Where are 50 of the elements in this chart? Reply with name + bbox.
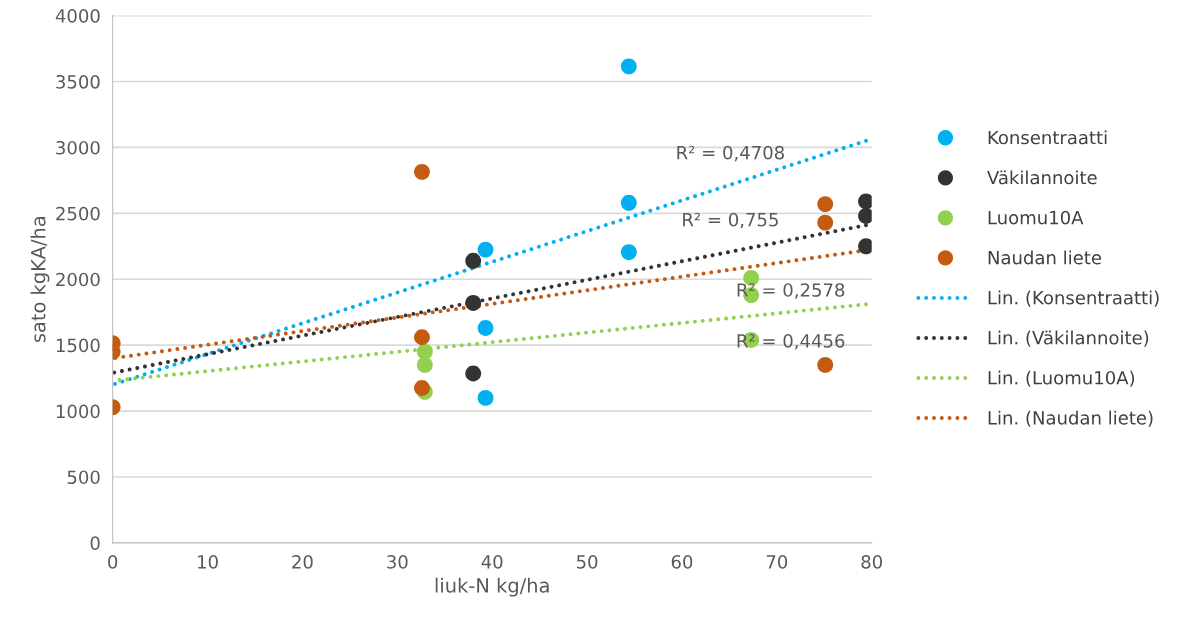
y-tick-label: 500 (67, 470, 100, 485)
legend-label: Lin. (Luomu10A) (988, 370, 1135, 387)
y-tick-label: 1000 (56, 404, 100, 419)
legend-label: Lin. (Naudan liete) (988, 410, 1153, 427)
x-tick-label: 30 (387, 555, 408, 569)
point (817, 357, 834, 373)
y-tick-label: 3000 (56, 140, 100, 155)
legend-label: Naudan liete (988, 250, 1102, 265)
point (858, 238, 872, 255)
legend-label: Konsentraatti (988, 130, 1107, 145)
y-tick-label: 4000 (55, 9, 100, 23)
x-tick-label: 40 (481, 555, 503, 569)
y-tick-label: 2000 (56, 272, 100, 287)
x-tick-label: 10 (198, 555, 218, 569)
point (414, 380, 430, 396)
legend-label: Lin. (Konsentraatti) (988, 290, 1159, 307)
x-tick-label: 50 (576, 555, 598, 569)
legend-label: Luomu10A (988, 210, 1084, 225)
annotation: R² = 0,755 (683, 212, 778, 229)
point (620, 194, 637, 211)
point (414, 329, 430, 346)
x-tick-label: 80 (861, 555, 882, 569)
legend-label: Väkilannoite (987, 170, 1097, 185)
legend-label: Lin. (Väkilannoite) (988, 330, 1149, 347)
x-tick-label: 70 (766, 555, 788, 569)
annotation: R² = 0,4708 (677, 145, 784, 162)
point (477, 389, 494, 406)
point (477, 320, 494, 336)
x-axis-title: liuk-N kg/ha (435, 577, 549, 597)
y-axis-title: sato kgKA/ha (30, 217, 50, 343)
y-tick-label: 1500 (56, 338, 100, 353)
annotation: R² = 0,2578 (737, 283, 845, 299)
y-tick-label: 2500 (56, 206, 100, 221)
point (465, 252, 482, 269)
x-tick-label: 60 (671, 555, 693, 569)
point (416, 357, 433, 373)
x-tick-label: 20 (292, 555, 313, 569)
point (465, 295, 482, 311)
y-tick-label: 0 (90, 536, 100, 550)
point (414, 163, 430, 180)
point (858, 208, 872, 224)
point (620, 58, 637, 75)
point (858, 193, 872, 210)
y-tick-label: 3500 (56, 74, 100, 89)
point (477, 241, 494, 258)
point (817, 196, 834, 213)
point (620, 244, 637, 261)
point (817, 214, 834, 231)
x-tick-label: 0 (108, 555, 118, 569)
point (465, 365, 482, 382)
